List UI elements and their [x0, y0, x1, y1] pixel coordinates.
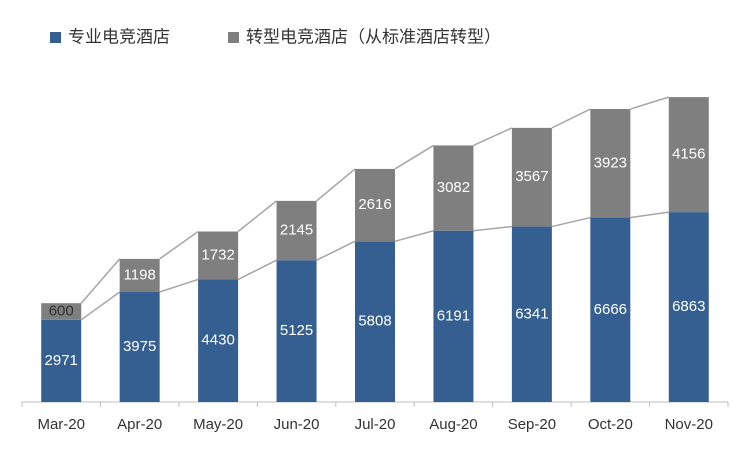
x-tick-label: Jun-20: [274, 416, 320, 433]
value-label: 3975: [123, 338, 156, 355]
bar-segment: [198, 231, 239, 280]
bar-segment: [276, 260, 317, 402]
bar-segment: [41, 319, 82, 402]
bar-segment: [433, 230, 474, 402]
connector-line: [237, 200, 278, 233]
connector-line: [316, 240, 356, 261]
legend-label: 转型电竞酒店（从标准酒店转型）: [246, 27, 501, 46]
x-tick-label: Mar-20: [37, 416, 85, 433]
x-tick-label: Sep-20: [508, 416, 556, 433]
legend-label: 专业电竞酒店: [68, 27, 170, 46]
connector-line: [630, 96, 669, 110]
bar-segment: [276, 200, 317, 261]
connector-line: [394, 144, 434, 170]
value-label: 2145: [280, 222, 313, 239]
x-tick-label: Jul-20: [355, 416, 396, 433]
value-label: 6863: [672, 298, 705, 315]
bar-segment: [511, 226, 552, 402]
bar-segment: [119, 258, 160, 293]
value-label: 1732: [201, 246, 234, 263]
bar-segment: [355, 168, 395, 242]
connector-line: [80, 258, 121, 304]
value-label: 5808: [358, 313, 391, 330]
x-tick-label: May-20: [193, 416, 243, 433]
bar-segment: [668, 212, 709, 402]
value-label: 2616: [358, 196, 391, 213]
bar-segment: [119, 292, 160, 402]
value-label: 1198: [124, 266, 156, 283]
value-label: 4156: [672, 146, 705, 163]
bar-segment: [198, 279, 239, 402]
value-label: 3923: [594, 154, 627, 171]
bar-segment: [590, 217, 631, 402]
x-tick-label: Apr-20: [117, 416, 162, 433]
value-label: 3567: [515, 168, 548, 185]
legend-swatch: [50, 32, 61, 43]
bar-segment: [511, 127, 552, 227]
value-label: 600: [49, 302, 74, 319]
connector-line: [630, 211, 669, 219]
value-label: 6666: [594, 301, 627, 318]
bar-segment: [355, 241, 395, 402]
connector-line: [551, 216, 591, 228]
value-label: 6341: [515, 305, 548, 322]
x-tick-label: Oct-20: [588, 416, 633, 433]
x-tick-label: Nov-20: [665, 416, 713, 433]
connector-line: [394, 229, 434, 243]
connector-line: [473, 225, 512, 232]
value-label: 5125: [280, 322, 313, 339]
bar-segment: [41, 303, 82, 320]
connector-line: [80, 291, 121, 321]
connector-line: [473, 127, 513, 147]
value-label: 3082: [437, 179, 470, 196]
value-label: 4430: [201, 332, 234, 349]
connector-line: [551, 108, 591, 129]
connector-line: [159, 278, 199, 293]
x-tick-label: Aug-20: [429, 416, 477, 433]
connector-line: [159, 230, 199, 260]
value-label: 2971: [45, 352, 78, 369]
connector-line: [316, 168, 356, 202]
legend-swatch: [228, 32, 239, 43]
bar-segment: [668, 97, 709, 213]
bar-segment: [433, 145, 474, 231]
connector-line: [237, 259, 277, 281]
value-label: 6191: [437, 307, 470, 324]
bar-segment: [590, 109, 631, 218]
